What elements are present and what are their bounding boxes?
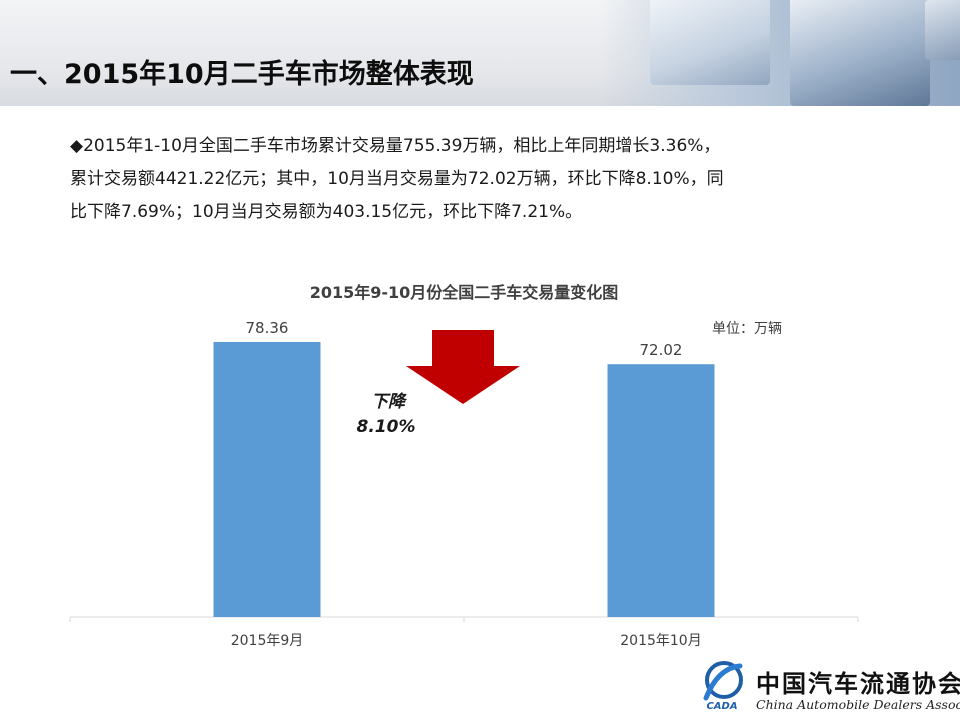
chart-title: 2015年9-10月份全国二手车交易量变化图: [310, 283, 619, 302]
x-tick-label: 2015年9月: [231, 633, 304, 649]
header-cube-image: [790, 0, 930, 106]
x-tick-label: 2015年10月: [620, 633, 701, 649]
header-banner: [0, 0, 960, 106]
logo-abbr: CADA: [706, 701, 737, 710]
bar-value-label: 72.02: [640, 341, 683, 359]
decline-percent: 8.10%: [357, 417, 416, 437]
logo-chinese-name: 中国汽车流通协会: [756, 669, 960, 698]
bar-value-label: 78.36: [246, 319, 289, 337]
chart-unit-label: 单位：万辆: [712, 321, 782, 337]
cada-logo-icon: CADA: [703, 661, 743, 710]
page-title: 一、2015年10月二手车市场整体表现: [10, 59, 474, 90]
header-cube-image: [650, 0, 770, 85]
bar: [607, 364, 715, 617]
bar: [213, 341, 321, 617]
decline-label: 下降: [371, 392, 408, 412]
logo-english-name: China Automobile Dealers Association: [756, 697, 960, 712]
bullet-diamond-icon: ◆: [70, 136, 84, 156]
bar-group: 78.36 2015年9月 72.02 2015年10月: [213, 319, 715, 649]
summary-line-3: 比下降7.69%；10月当月交易额为403.15亿元，环比下降7.21%。: [70, 202, 583, 222]
summary-line-2: 累计交易额4421.22亿元；其中，10月当月交易量为72.02万辆，环比下降8…: [70, 169, 724, 189]
summary-line-1: 2015年1-10月全国二手车市场累计交易量755.39万辆，相比上年同期增长3…: [83, 136, 721, 156]
summary-text: ◆2015年1-10月全国二手车市场累计交易量755.39万辆，相比上年同期增长…: [70, 130, 900, 229]
header-cube-image: [925, 0, 960, 60]
down-arrow-icon: [406, 330, 520, 404]
